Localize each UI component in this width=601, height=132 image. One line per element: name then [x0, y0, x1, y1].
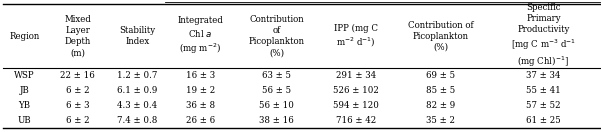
Text: 38 ± 16: 38 ± 16 — [259, 116, 294, 125]
Text: Contribution
of
Picoplankton
(%): Contribution of Picoplankton (%) — [249, 15, 305, 57]
Text: Stability
Index: Stability Index — [119, 26, 155, 46]
Text: UB: UB — [18, 116, 31, 125]
Text: 19 ± 2: 19 ± 2 — [186, 86, 215, 95]
Text: 26 ± 6: 26 ± 6 — [186, 116, 215, 125]
Text: 1.2 ± 0.7: 1.2 ± 0.7 — [117, 71, 157, 80]
Text: 6 ± 2: 6 ± 2 — [66, 116, 90, 125]
Text: 85 ± 5: 85 ± 5 — [426, 86, 456, 95]
Text: 35 ± 2: 35 ± 2 — [426, 116, 455, 125]
Text: 63 ± 5: 63 ± 5 — [262, 71, 291, 80]
Text: IPP (mg C
m$^{-2}$ d$^{-1}$): IPP (mg C m$^{-2}$ d$^{-1}$) — [334, 23, 378, 49]
Text: 7.4 ± 0.8: 7.4 ± 0.8 — [117, 116, 157, 125]
Text: Mixed
Layer
Depth
(m): Mixed Layer Depth (m) — [64, 15, 91, 57]
Text: WSP: WSP — [14, 71, 35, 80]
Text: 6.1 ± 0.9: 6.1 ± 0.9 — [117, 86, 157, 95]
Text: 6 ± 3: 6 ± 3 — [66, 101, 90, 110]
Text: 56 ± 5: 56 ± 5 — [262, 86, 291, 95]
Text: YB: YB — [19, 101, 31, 110]
Text: 716 ± 42: 716 ± 42 — [336, 116, 376, 125]
Text: 4.3 ± 0.4: 4.3 ± 0.4 — [117, 101, 157, 110]
Text: 57 ± 52: 57 ± 52 — [526, 101, 561, 110]
Text: 594 ± 120: 594 ± 120 — [333, 101, 379, 110]
Text: 22 ± 16: 22 ± 16 — [60, 71, 95, 80]
Text: 82 ± 9: 82 ± 9 — [426, 101, 456, 110]
Text: Region: Region — [10, 32, 40, 41]
Text: 37 ± 34: 37 ± 34 — [526, 71, 561, 80]
Text: Contribution of
Picoplankton
(%): Contribution of Picoplankton (%) — [408, 21, 474, 52]
Text: 16 ± 3: 16 ± 3 — [186, 71, 215, 80]
Text: 55 ± 41: 55 ± 41 — [526, 86, 561, 95]
Text: 69 ± 5: 69 ± 5 — [426, 71, 455, 80]
Text: Integrated
Chl $a$
(mg m$^{-2}$): Integrated Chl $a$ (mg m$^{-2}$) — [177, 16, 223, 56]
Text: 526 ± 102: 526 ± 102 — [333, 86, 379, 95]
Text: JB: JB — [20, 86, 29, 95]
Text: 6 ± 2: 6 ± 2 — [66, 86, 90, 95]
Text: 56 ± 10: 56 ± 10 — [259, 101, 294, 110]
Text: 36 ± 8: 36 ± 8 — [186, 101, 215, 110]
Text: Specific
Primary
Productivity
[mg C m$^{-3}$ d$^{-1}$
(mg Chl)$^{-1}$]: Specific Primary Productivity [mg C m$^{… — [511, 3, 576, 69]
Text: 61 ± 25: 61 ± 25 — [526, 116, 561, 125]
Text: 291 ± 34: 291 ± 34 — [336, 71, 376, 80]
